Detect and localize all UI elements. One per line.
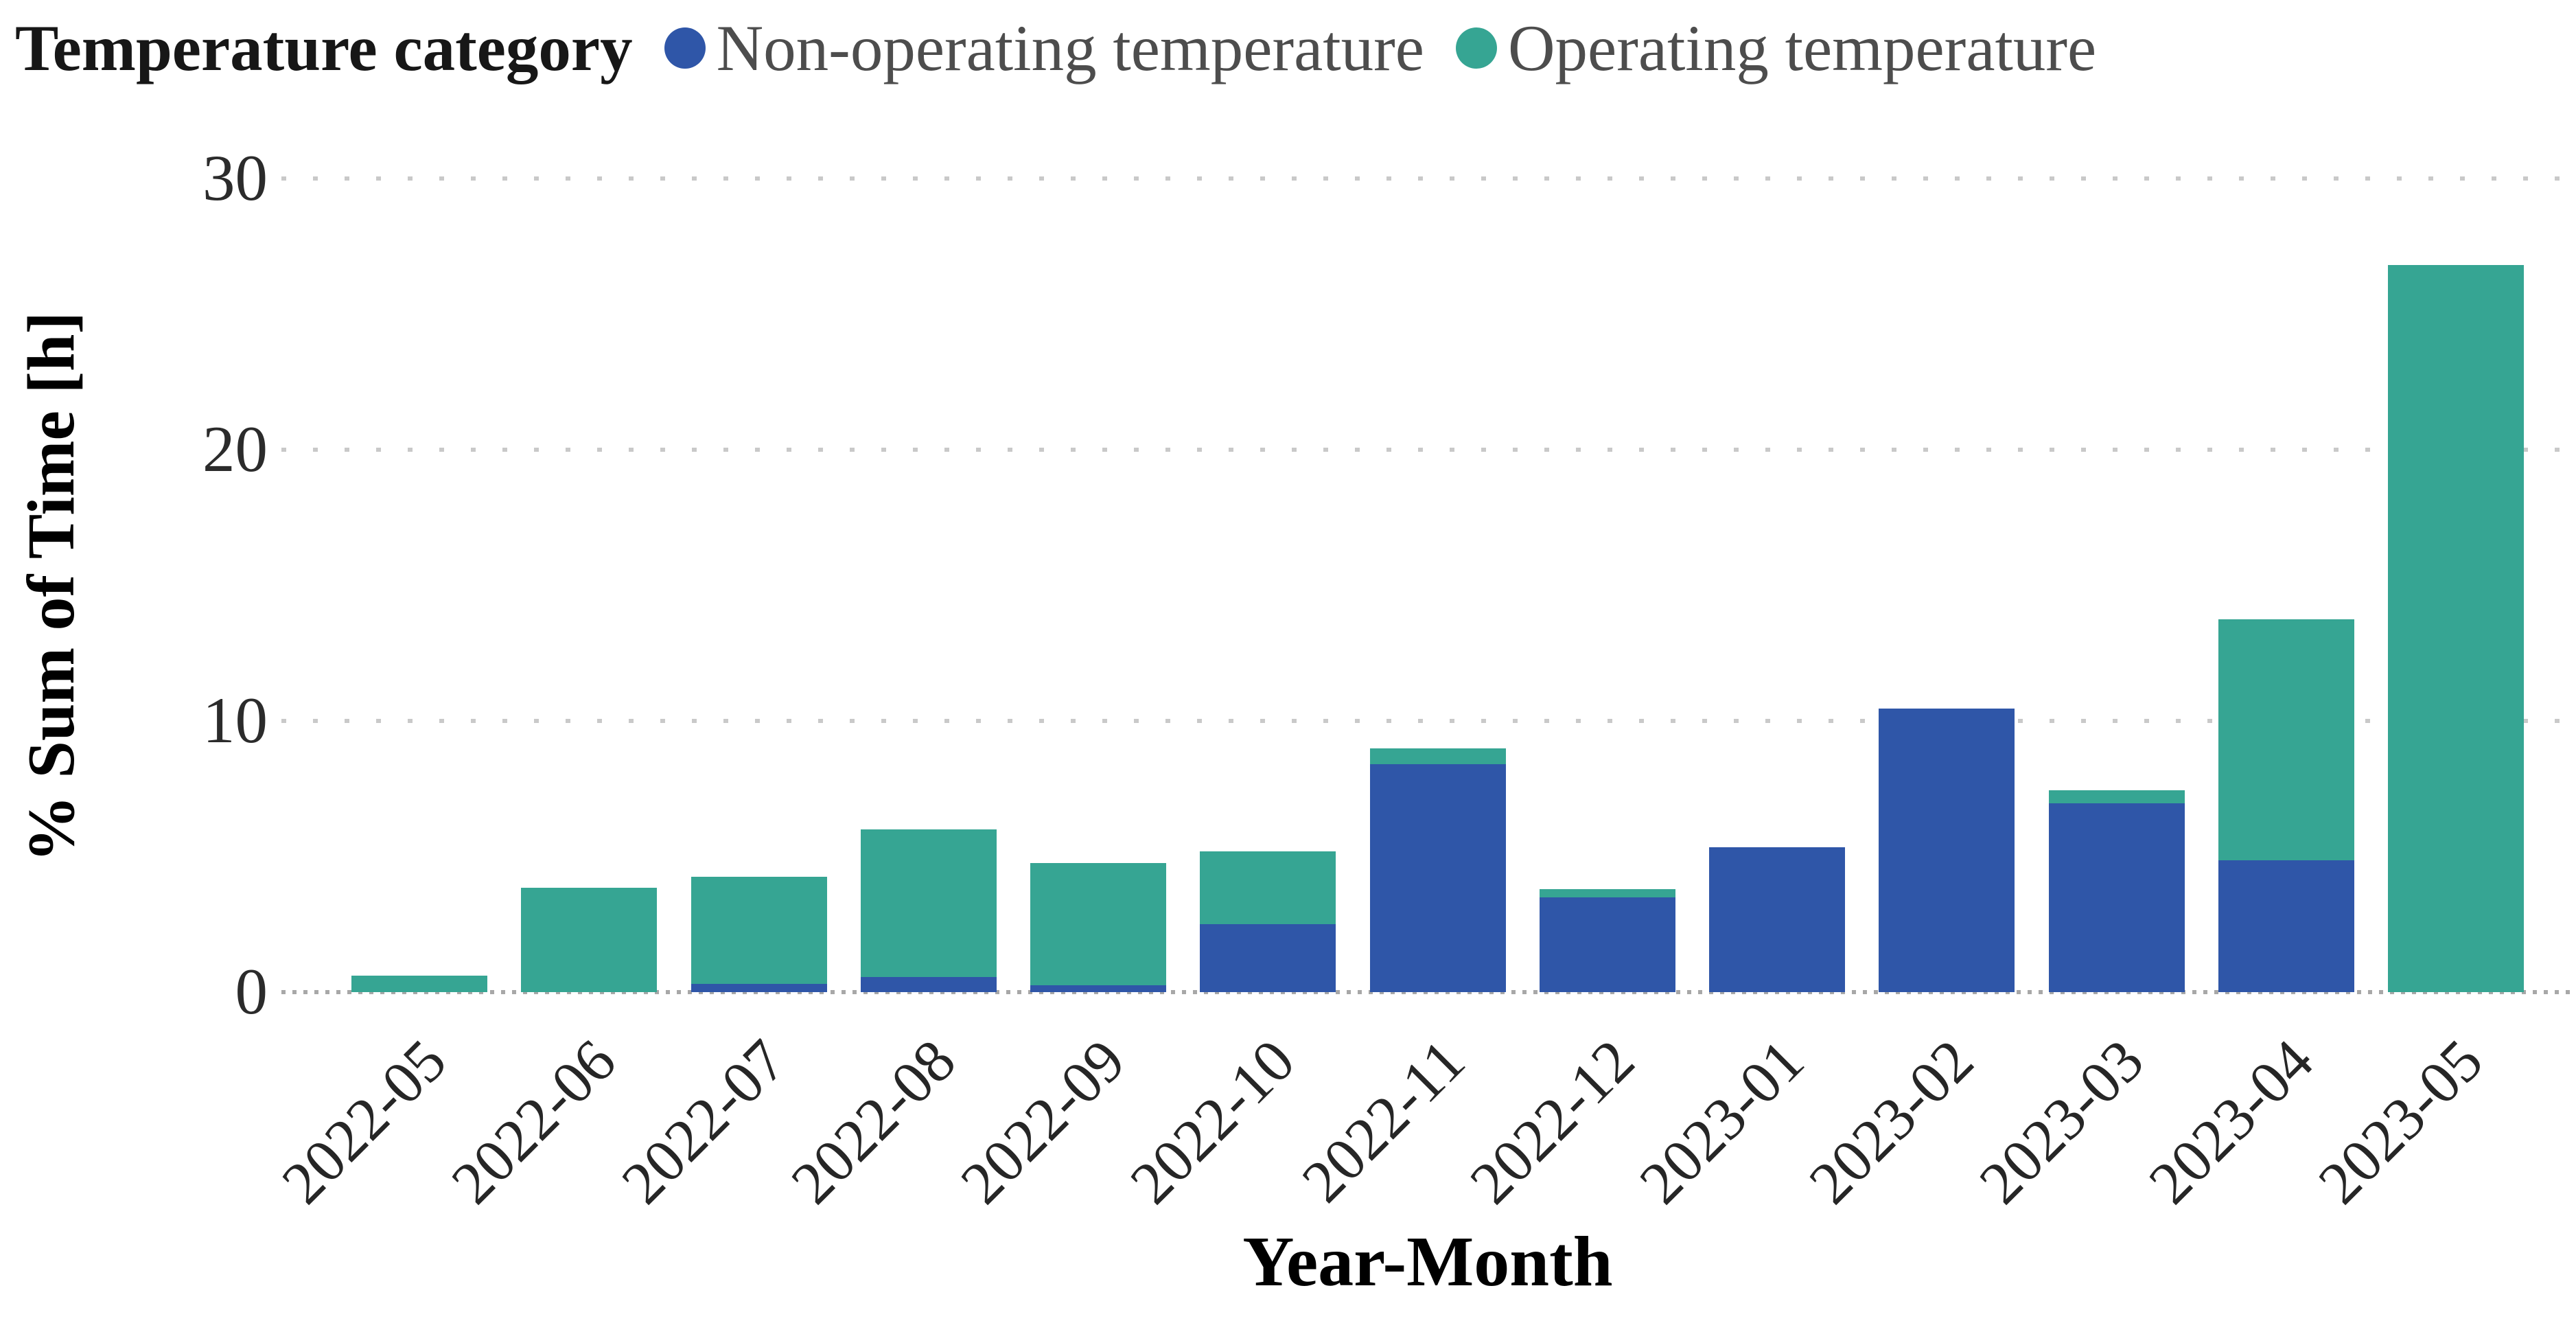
bar-segment-non-operating bbox=[1200, 924, 1336, 992]
bar-segment-operating bbox=[351, 976, 487, 992]
y-tick-label: 30 bbox=[202, 141, 268, 214]
bar-segment-operating bbox=[1200, 851, 1336, 925]
bar-segment-non-operating bbox=[1879, 709, 2015, 992]
legend-label-non-operating: Non-operating temperature bbox=[716, 12, 1424, 84]
gridline bbox=[281, 176, 2571, 181]
bar-segment-non-operating bbox=[691, 984, 827, 992]
operating-dot-icon bbox=[1455, 27, 1497, 69]
legend-label-operating: Operating temperature bbox=[1507, 12, 2097, 84]
bar-segment-operating bbox=[2048, 790, 2185, 804]
legend-title: Temperature category bbox=[15, 12, 633, 84]
bar-segment-operating bbox=[860, 829, 997, 978]
x-axis-title: Year-Month bbox=[1242, 1222, 1613, 1301]
non-operating-dot-icon bbox=[664, 27, 706, 69]
y-tick-label: 0 bbox=[235, 955, 268, 1028]
bar-segment-operating bbox=[1030, 863, 1166, 986]
bar-segment-non-operating bbox=[1709, 847, 1845, 992]
bar-segment-non-operating bbox=[1030, 985, 1166, 992]
bar-segment-non-operating bbox=[1369, 764, 1506, 992]
bar-segment-non-operating bbox=[2048, 803, 2185, 992]
bar-segment-operating bbox=[1369, 748, 1506, 765]
bar-segment-operating bbox=[2388, 265, 2524, 992]
x-axis-baseline bbox=[281, 990, 2571, 994]
gridline bbox=[281, 448, 2571, 452]
bar-segment-operating bbox=[691, 877, 827, 985]
bar-segment-operating bbox=[2218, 619, 2354, 861]
chart-legend: Temperature category Non-operating tempe… bbox=[15, 7, 2096, 89]
y-tick-label: 10 bbox=[202, 684, 268, 757]
legend-item-non-operating: Non-operating temperature bbox=[664, 10, 1424, 86]
bar-segment-operating bbox=[521, 887, 658, 992]
gridline bbox=[281, 719, 2571, 723]
y-tick-label: 20 bbox=[202, 413, 268, 485]
bar-segment-non-operating bbox=[1539, 897, 1675, 992]
legend-item-operating: Operating temperature bbox=[1455, 10, 2097, 86]
bar-segment-operating bbox=[1539, 888, 1675, 897]
y-axis-title: % Sum of Time [h] bbox=[14, 311, 89, 863]
bar-segment-non-operating bbox=[860, 977, 997, 992]
bar-segment-non-operating bbox=[2218, 860, 2354, 992]
